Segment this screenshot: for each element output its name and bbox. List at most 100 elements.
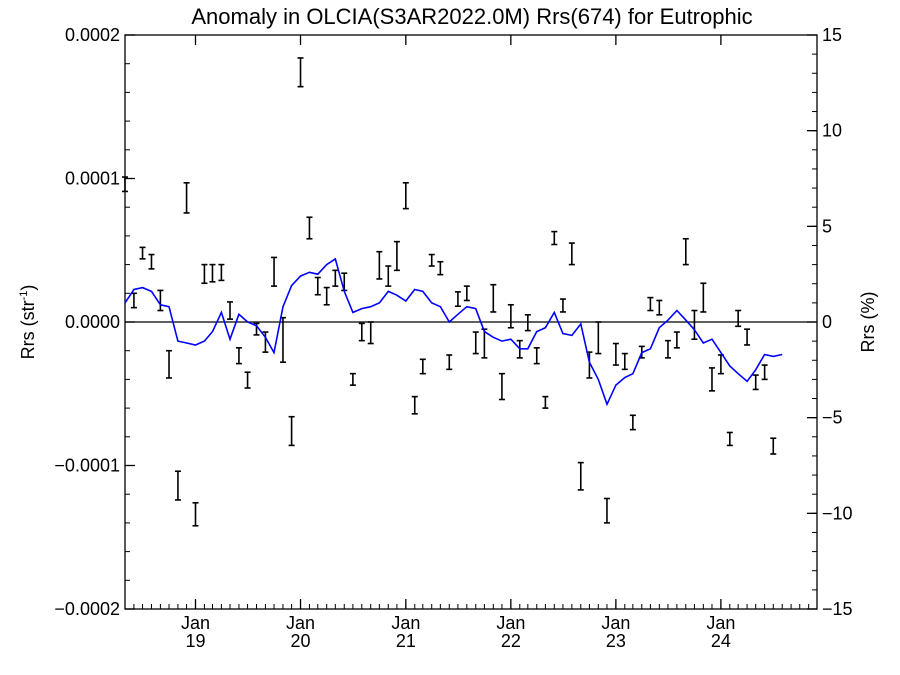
right-tick-label: −10 [822, 503, 853, 523]
error-bar [148, 253, 155, 270]
x-tick-year: 20 [291, 631, 311, 651]
error-bar [761, 364, 768, 381]
left-tick-label: −0.0001 [54, 456, 120, 476]
error-bar [524, 314, 531, 332]
error-bar [139, 246, 146, 260]
error-bar [472, 331, 479, 355]
error-bar [122, 176, 128, 193]
error-bar [332, 269, 339, 287]
x-tick-year: 21 [396, 631, 416, 651]
error-bar [209, 263, 216, 283]
error-bar [507, 303, 514, 329]
right-tick-label: 5 [822, 216, 832, 236]
right-tick-label: −5 [822, 408, 843, 428]
error-bar [708, 367, 715, 392]
left-axis: 0.0002 0.0001 0.0000 −0.0001 −0.0002 [54, 25, 135, 619]
error-bar [647, 296, 654, 312]
plot-area [122, 34, 818, 610]
x-tick-month: Jan [181, 613, 210, 633]
error-bar [744, 328, 751, 346]
error-bar [577, 461, 584, 491]
y-axis-label-close: ) [18, 285, 38, 291]
error-bar [358, 322, 365, 342]
error-bar [271, 256, 278, 287]
error-bar [612, 342, 619, 366]
error-bar [621, 352, 628, 371]
error-bar [691, 309, 698, 341]
x-tick-month: Jan [601, 613, 630, 633]
error-bar [201, 263, 208, 285]
error-bar [166, 349, 173, 379]
right-tick-label: −15 [822, 599, 853, 619]
x-tick-year: 22 [501, 631, 521, 651]
error-bar [428, 253, 435, 267]
error-bar [393, 240, 400, 272]
error-bar [454, 291, 461, 308]
error-bar [174, 470, 181, 501]
error-bar [559, 298, 566, 313]
error-bar [235, 347, 242, 365]
error-bar [402, 182, 409, 210]
x-tick-month: Jan [706, 613, 735, 633]
x-tick-month: Jan [286, 613, 315, 633]
error-bar [367, 321, 374, 345]
error-bar [323, 286, 330, 306]
y2-axis-label: Rrs (%) [858, 292, 878, 353]
percent-anomaly-line [124, 257, 783, 407]
error-bar [218, 263, 225, 282]
left-tick-label: 0.0000 [65, 312, 120, 332]
x-tick-year: 23 [606, 631, 626, 651]
errorbar-series [122, 57, 777, 527]
error-bar [682, 237, 689, 266]
right-axis: 15 10 5 0 −5 −10 −15 [807, 25, 853, 619]
x-tick-year: 19 [185, 631, 205, 651]
x-tick-year: 24 [711, 631, 731, 651]
error-bar [664, 339, 671, 359]
right-tick-label: 0 [822, 312, 832, 332]
error-bar [227, 301, 234, 320]
error-bar [262, 331, 269, 353]
chart-title: Anomaly in OLCIA(S3AR2022.0M) Rrs(674) f… [191, 4, 752, 29]
error-bar [542, 395, 549, 409]
error-bar [595, 321, 602, 355]
error-bar [603, 497, 610, 524]
x-tick-month: Jan [496, 613, 525, 633]
error-bar [700, 282, 707, 313]
error-bar [130, 292, 137, 309]
left-tick-label: 0.0001 [65, 169, 120, 189]
error-bar [376, 250, 383, 280]
error-bar [673, 331, 680, 349]
error-bar [717, 354, 724, 375]
error-bar [411, 395, 418, 415]
left-tick-label: −0.0002 [54, 599, 120, 619]
error-bar [551, 230, 558, 246]
error-bar [726, 431, 733, 447]
right-tick-label: 15 [822, 25, 842, 45]
error-bar [279, 316, 286, 363]
error-bar [183, 182, 190, 214]
x-tick-month: Jan [391, 613, 420, 633]
left-tick-label: 0.0002 [65, 25, 120, 45]
error-bar [297, 57, 304, 88]
error-bar [770, 437, 777, 455]
error-bar [568, 242, 575, 266]
error-bar [157, 289, 164, 312]
y-axis-label: Rrs (str-1) [18, 285, 38, 360]
error-bar [656, 299, 663, 316]
error-bar [314, 276, 321, 296]
error-bar [446, 354, 453, 371]
error-bar [349, 372, 356, 386]
error-bar [752, 374, 759, 391]
y-axis-label-exponent: -1 [18, 291, 30, 301]
error-bar [463, 285, 470, 302]
error-bar [288, 415, 295, 447]
error-bar [481, 328, 488, 359]
error-bar [192, 502, 199, 527]
right-tick-label: 10 [822, 121, 842, 141]
error-bar [735, 309, 742, 328]
error-bar [498, 372, 505, 401]
error-bar [437, 260, 444, 276]
error-bar [419, 358, 426, 375]
